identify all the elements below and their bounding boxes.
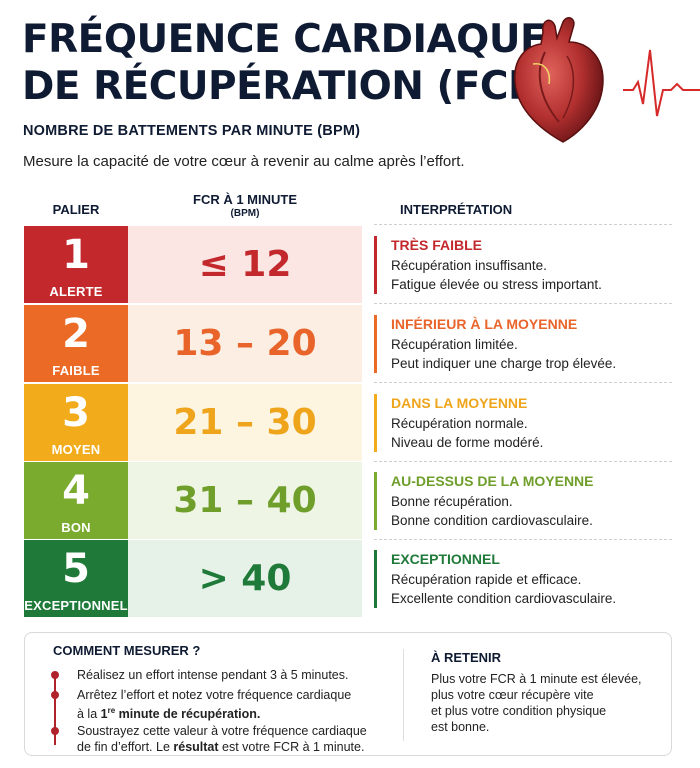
table-row: 2 FAIBLE 13 – 20 INFÉRIEUR À LA MOYENNE … (24, 305, 672, 382)
page-title: FRÉQUENCE CARDIAQUE DE RÉCUPÉRATION (FCR… (22, 16, 555, 110)
title-line-1: FRÉQUENCE CARDIAQUE (22, 17, 547, 62)
fcr-range: 13 – 20 (128, 305, 362, 382)
row-divider (374, 303, 672, 304)
interpretation-line-1: Bonne récupération. (391, 494, 513, 509)
fcr-range: 21 – 30 (128, 384, 362, 461)
step-3-line-1: Soustrayez cette valeur à votre fréquenc… (77, 724, 367, 738)
step-3-part: de fin d’effort. Le (77, 740, 174, 754)
level-name: BON (61, 520, 91, 535)
interpretation: INFÉRIEUR À LA MOYENNE Récupération limi… (374, 313, 672, 375)
row-divider (374, 539, 672, 540)
interpretation: EXCEPTIONNEL Récupération rapide et effi… (374, 548, 672, 610)
remember-title: À RETENIR (431, 650, 502, 665)
interpretation-line-1: Récupération normale. (391, 416, 528, 431)
step-2-emphasis: de récupération. (163, 707, 261, 722)
level-badge: 1 ALERTE (24, 226, 128, 303)
info-box: COMMENT MESURER ? Réalisez un effort int… (24, 632, 672, 756)
level-badge: 3 MOYEN (24, 384, 128, 461)
step-dot (51, 671, 59, 679)
pulse-line (623, 49, 700, 117)
title-line-2: DE RÉCUPÉRATION (FCR) (22, 64, 555, 109)
interpretation-label: EXCEPTIONNEL (391, 551, 500, 567)
table-row: 4 BON 31 – 40 AU-DESSUS DE LA MOYENNE Bo… (24, 462, 672, 539)
level-name: EXCEPTIONNEL (24, 598, 128, 613)
interpretation-line-2: Excellente condition cardiovasculaire. (391, 591, 617, 606)
step-3-emphasis: résultat (173, 740, 219, 754)
header-divider (374, 224, 672, 225)
interpretation: AU-DESSUS DE LA MOYENNE Bonne récupérati… (374, 470, 672, 532)
step-2-line-1: Arrêtez l’effort et notez votre fréquenc… (77, 688, 352, 702)
accent-bar (374, 394, 377, 452)
remember-line-4: est bonne. (431, 720, 490, 734)
fcr-range: > 40 (128, 540, 362, 617)
level-badge: 5 EXCEPTIONNEL (24, 540, 128, 617)
steps-timeline (54, 673, 56, 745)
accent-bar (374, 550, 377, 608)
interpretation-line-2: Fatigue élevée ou stress important. (391, 277, 602, 292)
step-2-minute: minute (115, 707, 164, 722)
remember-line-1: Plus votre FCR à 1 minute est élevée, (431, 672, 642, 686)
accent-bar (374, 315, 377, 373)
remember-line-2: plus votre cœur récupère vite (431, 688, 594, 702)
header-fcr: FCR À 1 MINUTE (BPM) (128, 192, 362, 219)
interpretation-line-2: Niveau de forme modéré. (391, 435, 544, 450)
remember-text: Plus votre FCR à 1 minute est élevée, pl… (431, 671, 661, 735)
row-divider (374, 461, 672, 462)
interpretation: DANS LA MOYENNE Récupération normale. Ni… (374, 392, 672, 454)
level-name: ALERTE (49, 284, 103, 299)
header-fcr-unit: (BPM) (230, 208, 260, 219)
interpretation-line-2: Peut indiquer une charge trop élevée. (391, 356, 617, 371)
interpretation-label: DANS LA MOYENNE (391, 395, 528, 411)
interpretation-line-2: Bonne condition cardiovasculaire. (391, 513, 593, 528)
header-palier: PALIER (52, 202, 100, 217)
subtitle: NOMBRE DE BATTEMENTS PAR MINUTE (BPM) (23, 123, 361, 139)
level-number: 5 (62, 546, 90, 592)
step-2-ordinal: 1 (100, 707, 108, 722)
fcr-range: 31 – 40 (128, 462, 362, 539)
step-dot (51, 727, 59, 735)
table-row: 3 MOYEN 21 – 30 DANS LA MOYENNE Récupéra… (24, 384, 672, 461)
how-to-title: COMMENT MESURER ? (53, 643, 201, 658)
step-text: Soustrayez cette valeur à votre fréquenc… (77, 723, 407, 755)
accent-bar (374, 236, 377, 294)
fcr-range: ≤ 12 (128, 226, 362, 303)
step-text: Arrêtez l’effort et notez votre fréquenc… (77, 687, 407, 722)
level-number: 4 (62, 468, 90, 514)
intro-text: Mesure la capacité de votre cœur à reven… (23, 153, 465, 170)
step-2-ordinal-suffix: re (107, 706, 116, 715)
level-badge: 4 BON (24, 462, 128, 539)
interpretation-line-1: Récupération limitée. (391, 337, 518, 352)
level-number: 3 (62, 390, 90, 436)
header-interpretation: INTERPRÉTATION (400, 202, 513, 217)
step-text: Réalisez un effort intense pendant 3 à 5… (77, 668, 349, 682)
level-number: 1 (62, 232, 90, 278)
table-row: 1 ALERTE ≤ 12 TRÈS FAIBLE Récupération i… (24, 226, 672, 303)
interpretation-label: TRÈS FAIBLE (391, 237, 483, 253)
interpretation-label: AU-DESSUS DE LA MOYENNE (391, 473, 594, 489)
remember-line-3: et plus votre condition physique (431, 704, 607, 718)
header-fcr-label: FCR À 1 MINUTE (193, 192, 297, 207)
table-row: 5 EXCEPTIONNEL > 40 EXCEPTIONNEL Récupér… (24, 540, 672, 617)
level-number: 2 (62, 311, 90, 357)
level-name: MOYEN (51, 442, 101, 457)
accent-bar (374, 472, 377, 530)
interpretation-line-1: Récupération rapide et efficace. (391, 572, 582, 587)
box-separator (403, 649, 404, 741)
interpretation-label: INFÉRIEUR À LA MOYENNE (391, 316, 578, 332)
level-name: FAIBLE (52, 363, 100, 378)
step-dot (51, 691, 59, 699)
row-divider (374, 382, 672, 383)
heart-illustration (505, 12, 700, 162)
heart-icon (514, 17, 700, 143)
interpretation-line-1: Récupération insuffisante. (391, 258, 547, 273)
interpretation: TRÈS FAIBLE Récupération insuffisante. F… (374, 234, 672, 296)
step-2-part: à la (77, 707, 101, 722)
level-badge: 2 FAIBLE (24, 305, 128, 382)
step-3-end: est votre FCR à 1 minute. (218, 740, 365, 754)
